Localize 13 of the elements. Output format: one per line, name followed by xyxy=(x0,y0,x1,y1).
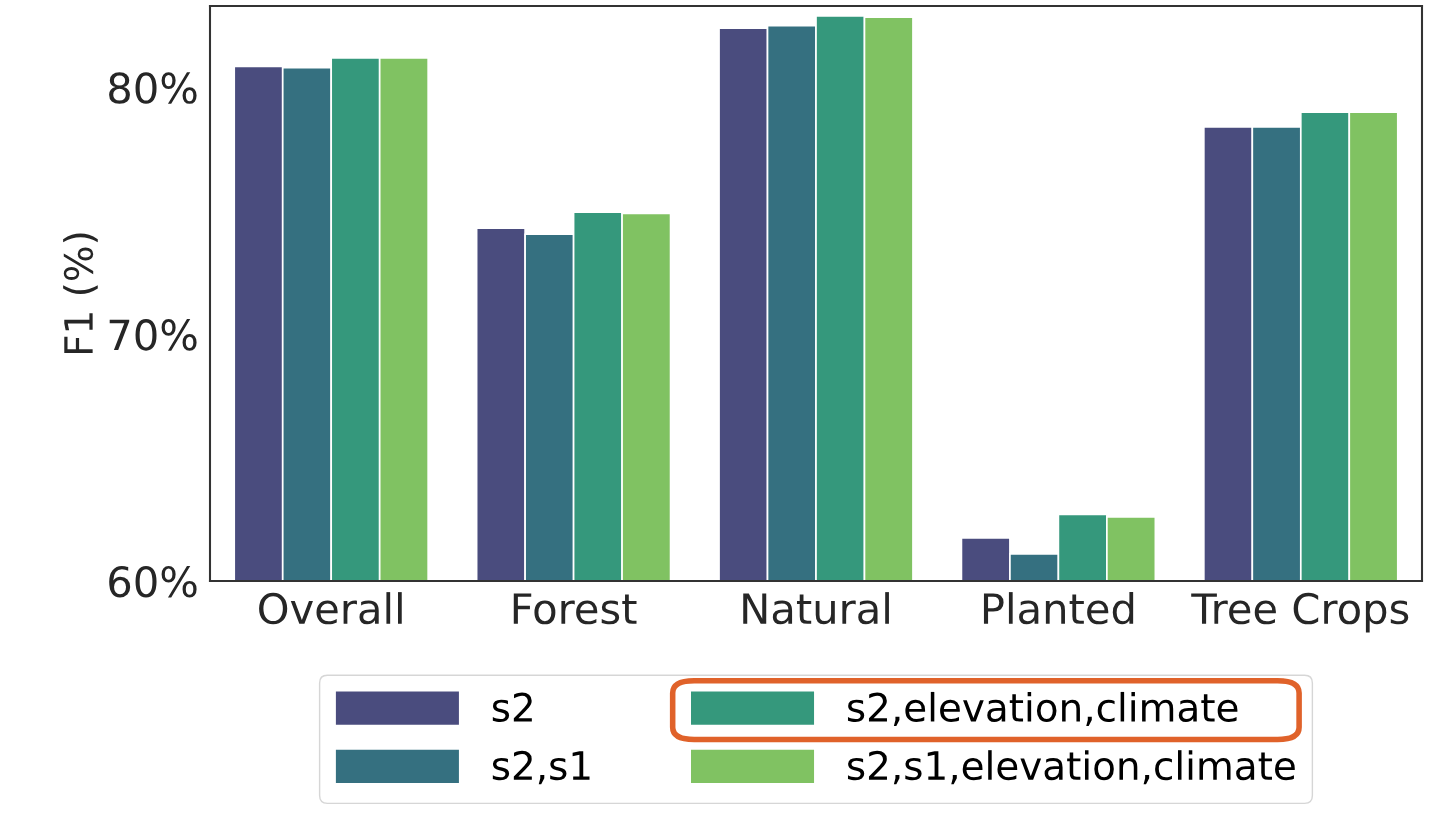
y-tick-label: 60% xyxy=(109,565,197,598)
x-tick-label: Overall xyxy=(259,592,402,625)
x-tick-label: Tree Crops xyxy=(1191,592,1409,633)
y-tick-label: 70% xyxy=(109,319,197,351)
legend-label: s2 xyxy=(492,692,532,723)
legend-label: s2,s1 xyxy=(492,750,590,785)
legend-label: s2,elevation,climate xyxy=(847,691,1238,726)
x-tick-label: Planted xyxy=(983,592,1134,625)
x-tick-label: Forest xyxy=(513,593,637,625)
y-axis-title: F1 (%) xyxy=(63,233,98,354)
legend-label: s2,s1,elevation,climate xyxy=(847,750,1295,785)
x-tick-label: Natural xyxy=(743,592,889,625)
y-tick-label: 80% xyxy=(109,72,197,104)
